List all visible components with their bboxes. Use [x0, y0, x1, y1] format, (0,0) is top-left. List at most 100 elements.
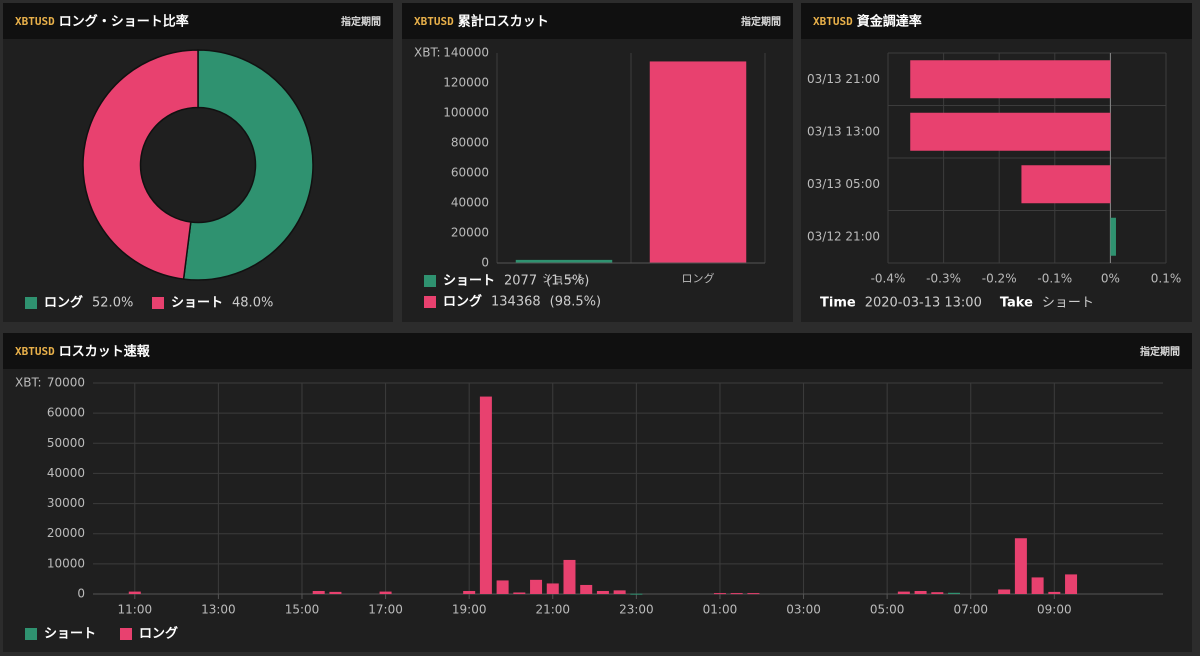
y-tick-label: 60000: [47, 406, 85, 420]
x-tick-label: 0.1%: [1151, 272, 1182, 286]
legend-swatch: [25, 297, 37, 309]
bar: [931, 592, 944, 594]
legend-value: 134368: [491, 295, 541, 310]
y-tick-label: 20000: [47, 526, 85, 540]
bar: [910, 60, 1111, 99]
period-button[interactable]: 指定期間: [341, 15, 381, 28]
legend-value: 48.0%: [232, 296, 273, 311]
y-tick-label: 100000: [443, 106, 489, 120]
y-tick-label: 140000: [443, 46, 489, 60]
panel-header: [3, 333, 1192, 369]
bar: [546, 583, 559, 594]
bar: [312, 590, 325, 594]
panel-title: ロスカット速報: [59, 344, 151, 360]
bar: [1014, 538, 1027, 594]
panel-title: ロング・ショート比率: [59, 14, 189, 30]
legend-label: ロング: [443, 294, 482, 310]
bar: [1031, 577, 1044, 594]
x-tick-label: 13:00: [201, 603, 236, 617]
legend-label: ショート: [443, 274, 495, 289]
x-tick-label: 17:00: [368, 603, 403, 617]
panel-symbol: XBTUSD: [414, 15, 454, 28]
y-tick-label: 50000: [47, 436, 85, 450]
panel-symbol: XBTUSD: [813, 15, 853, 28]
donut-slice: [182, 49, 314, 281]
panel-header: [402, 3, 793, 39]
y-tick-label: 03/12 21:00: [807, 229, 880, 243]
panel-title: 資金調達率: [857, 14, 922, 30]
info-label: Time: [820, 296, 856, 311]
info-value: ショート: [1042, 296, 1094, 311]
panel-header: [801, 3, 1192, 39]
bar: [496, 580, 509, 594]
panel: [801, 3, 1192, 322]
donut-slice: [82, 49, 199, 280]
x-tick-label: 21:00: [535, 603, 570, 617]
bar: [613, 590, 626, 594]
bar: [379, 591, 392, 594]
y-tick-label: 20000: [451, 226, 489, 240]
bar: [713, 593, 726, 595]
legend-swatch: [152, 297, 164, 309]
x-tick-label: -0.1%: [1037, 272, 1072, 286]
y-unit: XBT:: [15, 376, 42, 390]
y-tick-label: 0: [481, 256, 489, 270]
info-value: 2020-03-13 13:00: [865, 296, 982, 311]
bar: [563, 559, 576, 594]
y-tick-label: 40000: [451, 196, 489, 210]
x-tick-label: -0.4%: [871, 272, 906, 286]
bar: [897, 591, 910, 594]
x-tick-label: -0.2%: [982, 272, 1017, 286]
info-label: Take: [1000, 296, 1033, 311]
bar: [649, 61, 747, 263]
x-tick-label: ロング: [682, 271, 715, 285]
legend-swatch: [25, 628, 37, 640]
y-unit: XBT:: [414, 46, 441, 60]
bar: [1021, 165, 1111, 204]
x-tick-label: -0.3%: [926, 272, 961, 286]
period-button[interactable]: 指定期間: [741, 15, 781, 28]
legend-label: ロング: [139, 626, 178, 642]
x-tick-label: 0%: [1101, 272, 1120, 286]
legend-label: ショート: [171, 296, 223, 311]
x-tick-label: 09:00: [1037, 603, 1072, 617]
y-tick-label: 03/13 13:00: [807, 124, 880, 138]
bar: [1065, 574, 1078, 594]
y-tick-label: 0: [77, 587, 85, 601]
bar: [948, 592, 961, 594]
y-tick-label: 60000: [451, 166, 489, 180]
x-tick-label: 23:00: [619, 603, 654, 617]
bar: [630, 593, 643, 595]
bar: [329, 591, 342, 594]
legend-swatch: [120, 628, 132, 640]
x-tick-label: 01:00: [703, 603, 738, 617]
x-tick-label: 11:00: [118, 603, 153, 617]
period-button[interactable]: 指定期間: [1140, 345, 1180, 358]
y-tick-label: 120000: [443, 76, 489, 90]
bar: [479, 396, 492, 594]
legend-swatch: [424, 296, 436, 308]
y-tick-label: 30000: [47, 496, 85, 510]
y-tick-label: 10000: [47, 556, 85, 570]
x-tick-label: 15:00: [285, 603, 320, 617]
legend-percent: (1.5%): [546, 274, 589, 289]
bar: [530, 579, 543, 594]
legend-percent: (98.5%): [550, 295, 601, 310]
panel-symbol: XBTUSD: [15, 345, 55, 358]
panel: [3, 333, 1192, 652]
bar: [463, 590, 476, 594]
legend-swatch: [424, 275, 436, 287]
bar: [1110, 217, 1116, 256]
bar: [914, 590, 927, 594]
bar: [580, 584, 593, 594]
x-tick-label: 05:00: [870, 603, 905, 617]
legend-label: ロング: [44, 295, 83, 311]
x-tick-label: 19:00: [452, 603, 487, 617]
panel-title: 累計ロスカット: [458, 14, 549, 30]
y-tick-label: 70000: [47, 376, 85, 390]
x-tick-label: 03:00: [786, 603, 821, 617]
bar: [513, 592, 526, 594]
y-tick-label: 40000: [47, 466, 85, 480]
y-tick-label: 03/13 05:00: [807, 177, 880, 191]
